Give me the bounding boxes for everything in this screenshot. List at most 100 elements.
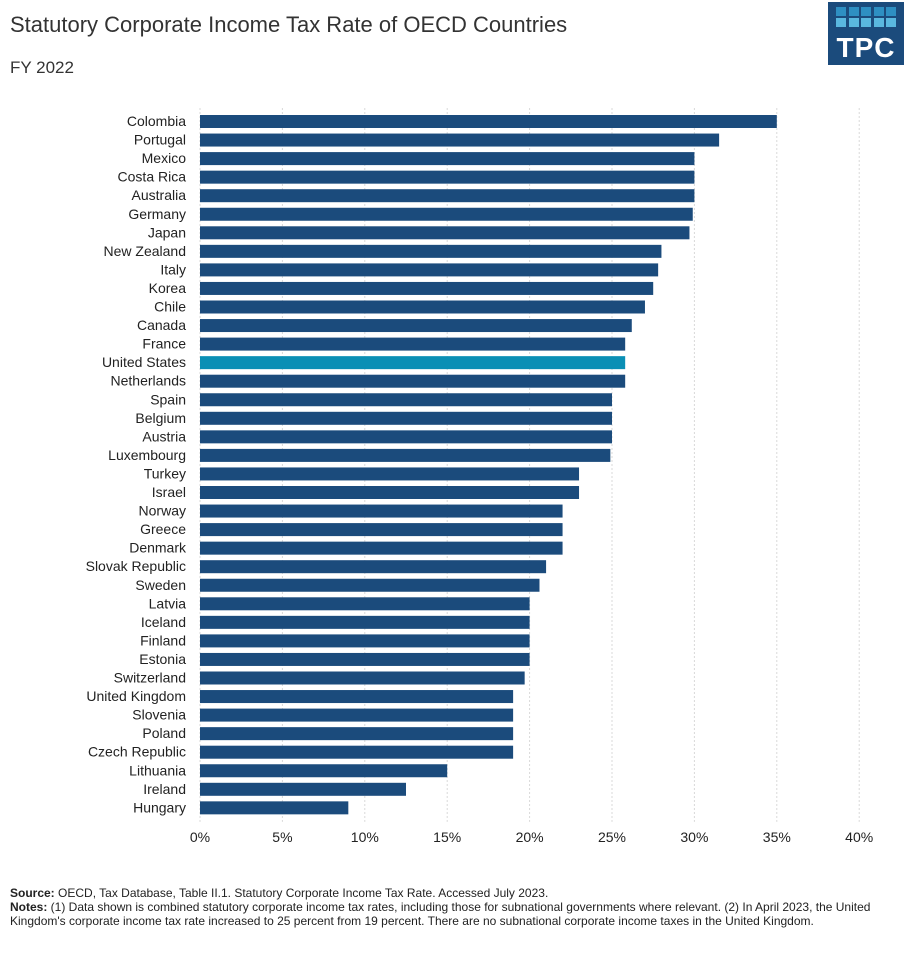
logo-square: [886, 18, 896, 27]
bar-sweden: [200, 578, 540, 592]
bar-mexico: [200, 152, 695, 166]
bar-colombia: [200, 115, 777, 128]
bar-france: [200, 337, 626, 351]
bar-turkey: [200, 467, 580, 481]
bar-chile: [200, 300, 645, 314]
x-tick-label: 0%: [190, 829, 210, 845]
bar-luxembourg: [200, 448, 611, 462]
category-label: France: [142, 336, 186, 352]
bar-slovenia: [200, 708, 514, 722]
category-label: Estonia: [139, 651, 186, 667]
x-tick-label: 30%: [680, 829, 708, 845]
category-label: Poland: [142, 725, 186, 741]
logo-square: [836, 18, 846, 27]
bar-finland: [200, 634, 530, 648]
notes-label: Notes:: [10, 900, 48, 914]
logo-square: [848, 7, 859, 16]
category-label: Czech Republic: [88, 744, 186, 760]
footer: Source: OECD, Tax Database, Table II.1. …: [10, 886, 895, 928]
notes: Notes: (1) Data shown is combined statut…: [10, 900, 895, 928]
bar-belgium: [200, 411, 612, 425]
bar-australia: [200, 189, 695, 203]
logo-square: [861, 7, 871, 16]
bar-greece: [200, 523, 563, 537]
x-tick-label: 5%: [272, 829, 292, 845]
bar-japan: [200, 226, 690, 240]
tpc-logo: TPC: [828, 2, 904, 65]
bar-new-zealand: [200, 244, 662, 258]
bar-italy: [200, 263, 659, 277]
source-text: OECD, Tax Database, Table II.1. Statutor…: [54, 886, 549, 900]
x-tick-label: 25%: [598, 829, 626, 845]
category-label: Austria: [142, 428, 186, 444]
category-label: Colombia: [127, 113, 186, 129]
bar-united-kingdom: [200, 690, 514, 704]
bar-lithuania: [200, 764, 448, 778]
category-label: Belgium: [135, 410, 186, 426]
bar-ireland: [200, 782, 406, 796]
notes-text: (1) Data shown is combined statutory cor…: [10, 900, 871, 928]
bar-netherlands: [200, 374, 626, 388]
x-tick-label: 15%: [433, 829, 461, 845]
category-label: United States: [102, 354, 186, 370]
logo-square: [873, 18, 884, 27]
category-label: Portugal: [134, 132, 186, 148]
logo-square: [886, 7, 896, 16]
category-label: Spain: [150, 391, 186, 407]
bar-germany: [200, 207, 693, 221]
bar-korea: [200, 281, 654, 295]
logo-square: [848, 18, 859, 27]
category-label: Finland: [140, 632, 186, 648]
category-label: Denmark: [129, 540, 187, 556]
bar-poland: [200, 727, 514, 741]
category-label: Italy: [160, 261, 186, 277]
bar-austria: [200, 430, 612, 444]
category-label: Australia: [132, 187, 187, 203]
logo-text: TPC: [836, 32, 896, 63]
category-label: Chile: [154, 299, 186, 315]
bar-spain: [200, 393, 612, 407]
bar-latvia: [200, 597, 530, 611]
category-label: Turkey: [144, 465, 186, 481]
bar-switzerland: [200, 671, 525, 685]
logo-square: [861, 18, 871, 27]
category-label: Luxembourg: [108, 447, 186, 463]
category-label: Canada: [137, 317, 186, 333]
bar-estonia: [200, 652, 530, 666]
category-label: Costa Rica: [118, 169, 187, 185]
logo-square: [873, 7, 884, 16]
category-label: Japan: [148, 224, 186, 240]
category-label: Netherlands: [111, 373, 187, 389]
logo-square: [836, 7, 846, 16]
bar-slovak-republic: [200, 560, 547, 574]
bar-czech-republic: [200, 745, 514, 759]
bar-denmark: [200, 541, 563, 555]
category-label: Slovenia: [132, 707, 186, 723]
category-label: Mexico: [142, 150, 187, 166]
category-label: New Zealand: [104, 243, 187, 259]
category-label: Latvia: [149, 595, 187, 611]
bar-iceland: [200, 615, 530, 629]
category-label: Germany: [128, 206, 186, 222]
bar-united-states: [200, 356, 626, 370]
x-tick-label: 10%: [351, 829, 379, 845]
category-label: Hungary: [133, 799, 186, 815]
bar-costa-rica: [200, 170, 695, 184]
bar-hungary: [200, 801, 349, 815]
chart-title: Statutory Corporate Income Tax Rate of O…: [10, 12, 568, 37]
category-label: Iceland: [141, 614, 186, 630]
bar-chart: 0% 5% 10% 15% 20% 25% 30% 35% 40% Colombia Portuga…: [86, 108, 873, 845]
category-label: Sweden: [135, 577, 186, 593]
x-tick-label: 20%: [516, 829, 544, 845]
category-label: Ireland: [143, 781, 186, 797]
source-note: Source: OECD, Tax Database, Table II.1. …: [10, 886, 895, 900]
category-label: Norway: [139, 503, 186, 519]
bar-canada: [200, 319, 632, 333]
source-label: Source:: [10, 886, 55, 900]
category-label: Slovak Republic: [86, 558, 186, 574]
category-label: Israel: [152, 484, 186, 500]
category-label: United Kingdom: [86, 688, 186, 704]
bar-portugal: [200, 133, 720, 147]
category-label: Switzerland: [114, 670, 186, 686]
